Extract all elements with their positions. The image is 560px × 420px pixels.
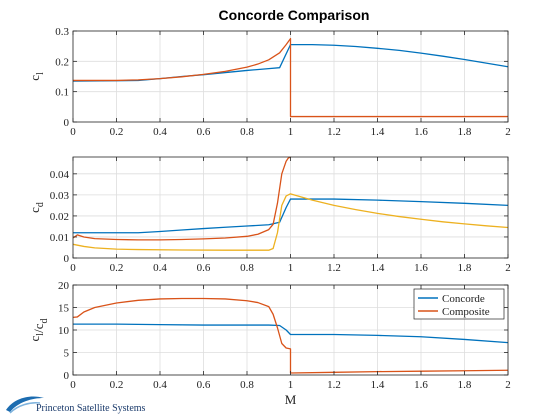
- x-tick-label: 0.4: [153, 126, 167, 138]
- y-tick-label: 0: [64, 253, 70, 265]
- legend-label: Concorde: [442, 293, 485, 305]
- x-tick-label: 1.6: [414, 126, 428, 138]
- x-tick-label: 1.2: [327, 262, 341, 274]
- y-tick-label: 0.01: [50, 232, 69, 244]
- x-tick-label: 0.4: [153, 379, 167, 391]
- x-tick-label: 1.8: [458, 126, 472, 138]
- chart-title: Concorde Comparison: [219, 7, 370, 23]
- chart-panel-3: 0 0.2 0.4 0.6 0.8 1 1.2 1.4 1.6 1.8 205101520cl/cd…: [27, 280, 511, 407]
- x-tick-label: 1.4: [371, 379, 385, 391]
- x-tick-label: 2: [505, 262, 511, 274]
- x-tick-label: 1: [288, 379, 294, 391]
- x-tick-label: 1.2: [327, 379, 341, 391]
- y-tick-label: 0.1: [55, 87, 69, 99]
- y-tick-label: 0.3: [55, 26, 69, 38]
- y-tick-label: 0: [64, 370, 70, 382]
- x-tick-label: 0.6: [197, 379, 211, 391]
- y-tick-label: 0.2: [55, 56, 69, 68]
- x-tick-label: 1.6: [414, 262, 428, 274]
- x-tick-label: 1: [288, 126, 294, 138]
- y-tick-label: 0.03: [50, 190, 70, 202]
- x-tick-label: 0.2: [110, 379, 124, 391]
- series-line-1: [73, 323, 508, 344]
- x-tick-label: 1.4: [371, 262, 385, 274]
- company-logo: Princeton Satellite Systems: [6, 396, 146, 414]
- x-tick-label: 1: [288, 262, 294, 274]
- y-tick-label: 0: [64, 117, 70, 129]
- x-tick-label: 0.4: [153, 262, 167, 274]
- x-tick-label: 1.8: [458, 379, 472, 391]
- y-tick-label: 10: [58, 325, 70, 337]
- x-tick-label: 1.6: [414, 379, 428, 391]
- chart-panel-1: 0 0.2 0.4 0.6 0.8 1 1.2 1.4 1.6 1.8 2 0 0.1 0.2 0.3 cl: [27, 26, 511, 138]
- x-tick-label: 0.8: [240, 379, 254, 391]
- legend-label: Composite: [442, 306, 490, 318]
- x-tick-label: 1.8: [458, 262, 472, 274]
- x-tick-label: 2: [505, 126, 511, 138]
- x-tick-label: 0.6: [197, 126, 211, 138]
- x-tick-label: 0: [70, 262, 76, 274]
- y-tick-label: 15: [58, 303, 70, 315]
- x-tick-label: 0.6: [197, 262, 211, 274]
- legend-box: [413, 288, 505, 320]
- x-tick-label: 2: [505, 379, 511, 391]
- x-tick-label: 0.8: [240, 262, 254, 274]
- x-tick-label: 1.4: [371, 126, 385, 138]
- chart-panel-2: 0 0.2 0.4 0.6 0.8 1 1.2 1.4 1.6 1.8 2 0 0.01 0.02 0.03…: [27, 156, 511, 274]
- y-tick-label: 20: [58, 280, 70, 292]
- x-tick-label: 0.2: [110, 262, 124, 274]
- logo-text: Princeton Satellite Systems: [36, 403, 146, 414]
- series-line-2: [73, 156, 291, 241]
- series-line-2: [73, 297, 508, 374]
- y-tick-label: 0.04: [50, 169, 70, 181]
- x-tick-label: 0: [70, 126, 76, 138]
- y-axis-label: cd: [27, 202, 46, 213]
- x-axis-label: M: [285, 392, 297, 407]
- x-tick-label: 0: [70, 379, 76, 391]
- series-line-3: [73, 193, 508, 251]
- x-tick-label: 0.2: [110, 126, 124, 138]
- y-axis-label: cl: [27, 72, 46, 81]
- logo-swoosh-icon: [6, 396, 44, 412]
- y-tick-label: 5: [64, 348, 70, 360]
- logo-swoosh-accent-icon: [9, 402, 41, 414]
- y-axis-label: cl/cd: [27, 319, 50, 342]
- x-tick-label: 1.2: [327, 126, 341, 138]
- chart-panels: 0 0.2 0.4 0.6 0.8 1 1.2 1.4 1.6 1.8 200.10.20.3cl0…: [27, 26, 511, 407]
- x-tick-label: 0.8: [240, 126, 254, 138]
- y-tick-label: 0.02: [50, 211, 69, 223]
- series-line-1: [73, 198, 508, 234]
- series-line-2: [73, 37, 508, 118]
